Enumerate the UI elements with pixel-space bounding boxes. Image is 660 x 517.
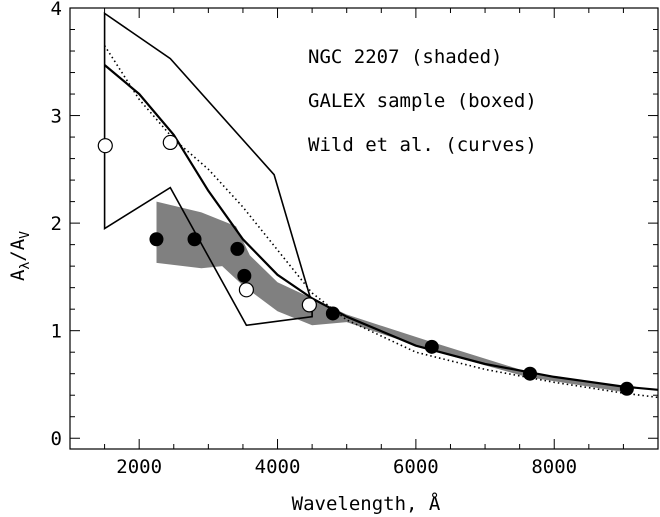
y-axis-label-sep: /A [7,238,29,261]
filled-point [230,241,245,256]
filled-point [149,232,164,247]
points-layer [97,134,634,396]
open-point [162,134,178,151]
shaded-region [156,201,631,394]
y-axis-label: Aλ/AV [7,231,33,281]
box-outline [103,11,313,327]
plot-frame [69,7,659,450]
y-axis-label-sub2: V [18,231,33,239]
filled-point [619,381,634,396]
box-outline-layer [103,11,313,327]
y-tick-label: 4 [51,0,62,20]
filled-point [523,366,538,381]
y-tick-label: 0 [51,428,62,450]
y-axis-label-main: A [7,269,29,281]
y-tick-label: 3 [51,106,62,128]
x-tick-label: 4000 [255,456,301,478]
x-tick-label: 6000 [393,456,439,478]
open-point [238,282,254,298]
x-tick-label: 2000 [116,456,162,478]
dotted-curve [103,45,659,399]
shaded-region-layer [156,201,631,394]
y-axis-label-sub1: λ [18,262,33,270]
annotation-ngc: NGC 2207 (shaded) [308,46,502,68]
filled-point [424,339,439,354]
y-tick-label: 2 [51,213,62,235]
open-point [97,138,113,154]
annotation-galex: GALEX sample (boxed) [308,90,537,112]
filled-point [237,268,252,283]
open-point [301,297,317,313]
axes-layer [69,7,659,450]
filled-point [325,306,340,321]
y-tick-label: 1 [51,321,62,343]
x-tick-label: 8000 [531,456,577,478]
filled-point [187,232,202,247]
annotation-wild: Wild et al. (curves) [308,134,537,156]
x-axis-label: Wavelength, Å [292,492,441,515]
ticks-layer: 2000 4000 6000 8000 0 1 2 3 4 [51,0,659,478]
